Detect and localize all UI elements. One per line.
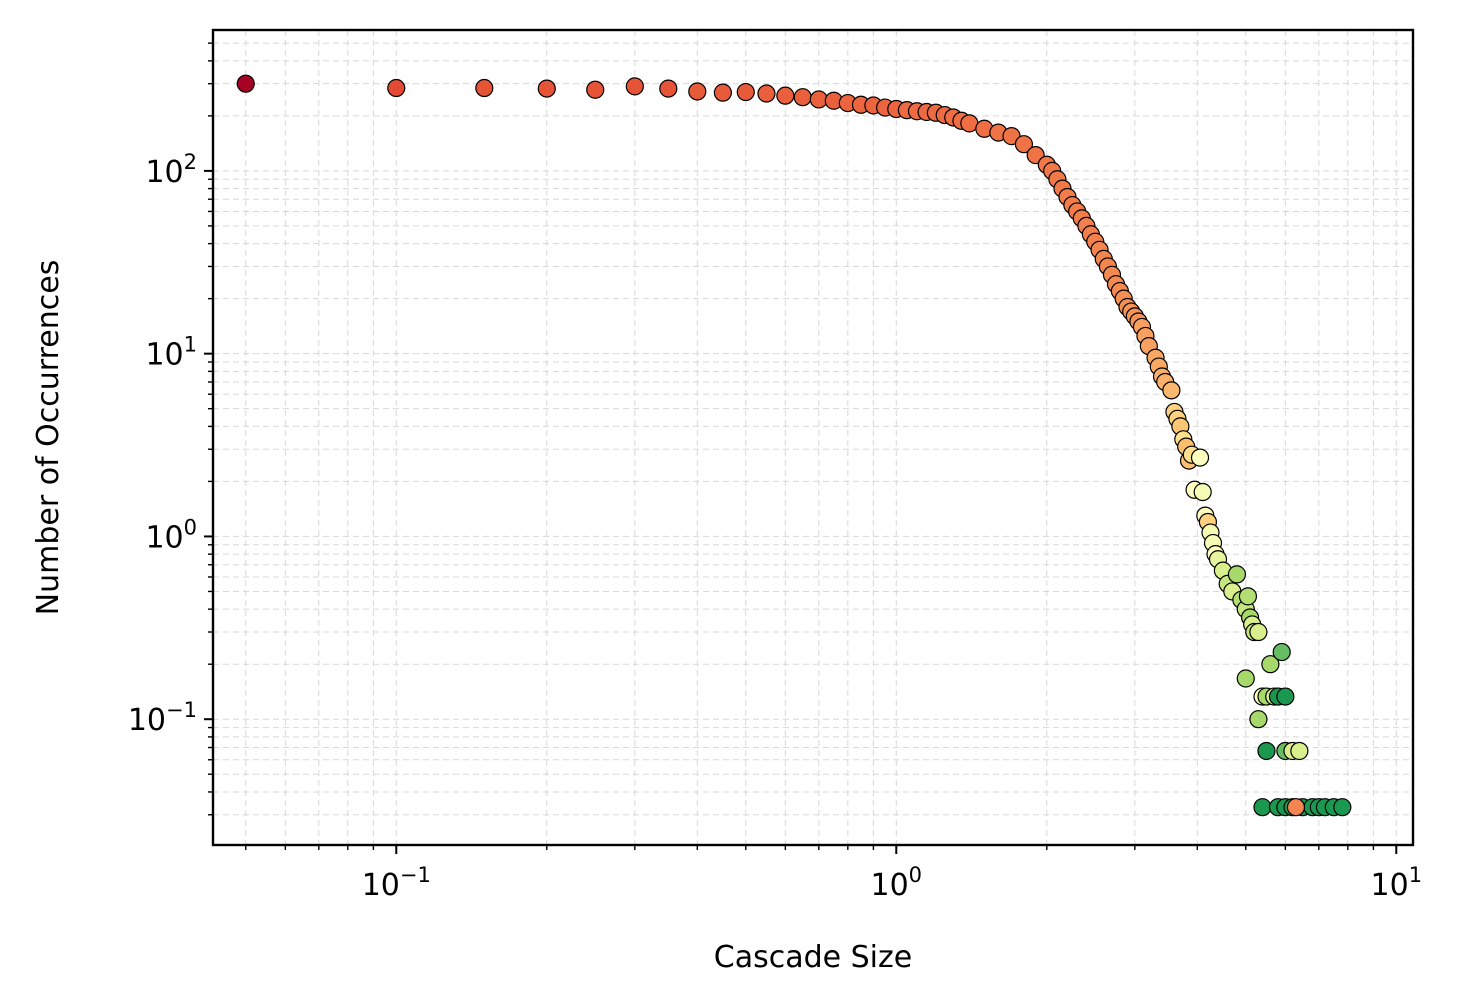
x-tick-label: 10−1 — [362, 863, 431, 903]
data-point — [1333, 798, 1352, 817]
data-point — [1236, 669, 1255, 688]
data-point — [625, 77, 644, 96]
plot-frame — [211, 28, 1415, 847]
data-point — [1014, 135, 1034, 154]
data-point — [475, 78, 494, 98]
x-tick-label: 100 — [870, 863, 922, 903]
data-point — [1286, 798, 1306, 817]
data-point — [776, 86, 795, 105]
data-point — [1253, 798, 1272, 817]
data-point — [757, 84, 776, 103]
data-point — [1193, 482, 1212, 502]
data-point — [1190, 448, 1210, 467]
data-point — [809, 90, 828, 109]
x-tick-labels: 10−1 100 101 — [362, 863, 1422, 903]
data-point — [1272, 642, 1291, 662]
data-point — [659, 79, 678, 98]
data-point — [736, 82, 755, 102]
y-tick-label: 100 — [145, 515, 197, 555]
data-point — [1162, 381, 1181, 400]
data-point — [793, 88, 812, 107]
data-point — [1249, 710, 1268, 729]
data-point — [586, 80, 605, 99]
data-point — [1227, 565, 1247, 584]
data-point — [1290, 741, 1309, 761]
data-point — [1249, 622, 1268, 642]
data-point — [713, 83, 732, 102]
data-point — [1276, 687, 1295, 706]
data-point — [1238, 587, 1258, 606]
data-point — [236, 74, 255, 93]
y-tick-label: 10−1 — [128, 698, 197, 738]
y-axis-label: Number of Occurrences — [31, 260, 66, 616]
data-point — [1261, 655, 1280, 674]
x-axis-label: Cascade Size — [714, 940, 912, 975]
data-point — [537, 79, 556, 98]
data-point — [387, 78, 406, 98]
y-tick-label: 101 — [145, 333, 197, 373]
x-tick-label: 101 — [1371, 863, 1423, 903]
axis-ticks — [204, 42, 1398, 854]
data-points — [236, 74, 1352, 817]
data-point — [1257, 741, 1276, 761]
y-tick-labels: 10−1 100 101 102 — [128, 150, 197, 738]
y-tick-label: 102 — [145, 150, 197, 190]
data-point — [688, 82, 707, 101]
